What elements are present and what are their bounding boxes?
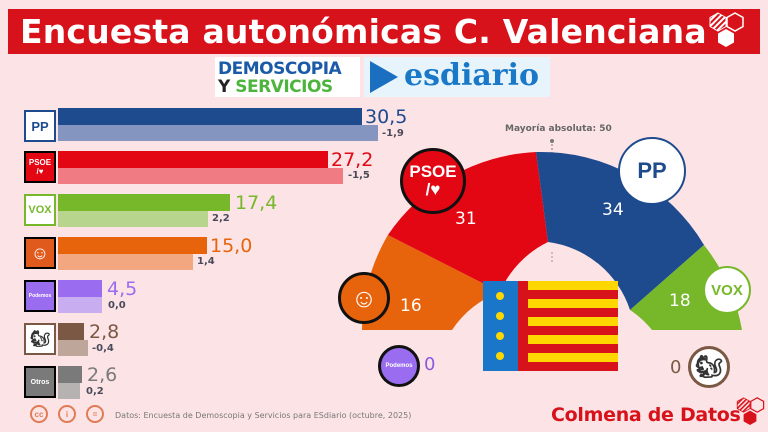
- bar-value: 30,5: [365, 106, 408, 128]
- brand-name: Colmena de Datos: [551, 404, 741, 426]
- pp-logo-icon: PP: [24, 110, 56, 142]
- page-title: Encuesta autonómicas C. Valenciana: [20, 12, 707, 51]
- bar-value: 4,5: [107, 278, 138, 300]
- seat-arc-compromis: [362, 235, 500, 330]
- squirrel-logo-icon: 🐿: [24, 323, 56, 355]
- play-arrow-icon: [370, 61, 398, 93]
- otros-logo-icon: Otros: [24, 366, 56, 398]
- title-bar: Encuesta autonómicas C. Valenciana: [8, 9, 760, 54]
- pp-badge-icon: PP: [618, 137, 686, 205]
- bar-diff: -1,5: [348, 170, 370, 181]
- compromis-logo-icon: ☺: [24, 237, 56, 269]
- hexagon-logo-icon: [709, 12, 744, 47]
- bar-value: 2,8: [89, 321, 120, 343]
- seat-arc-psoe: [387, 152, 548, 292]
- compromis-badge-icon: ☺: [338, 272, 390, 324]
- seats-compromis: 16: [400, 296, 422, 316]
- bar-diff: 2,2: [212, 213, 230, 224]
- seat-arc-pp: [536, 151, 704, 310]
- bar-previous: [58, 254, 193, 270]
- seats-pp: 34: [602, 200, 624, 220]
- esdiario-logo: esdiario: [364, 57, 550, 97]
- bar-previous: [58, 340, 88, 356]
- vox-logo-icon: VOX: [24, 194, 56, 226]
- seats-esquerra-unida: 0: [670, 357, 682, 378]
- bar-value: 17,4: [235, 192, 278, 214]
- majority-label: Mayoría absoluta: 50: [505, 124, 612, 134]
- bar-current: [58, 194, 230, 211]
- psoe-logo-icon: PSOE/♥: [24, 151, 56, 183]
- bar-diff: -0,4: [92, 343, 114, 354]
- bar-value: 2,6: [87, 364, 118, 386]
- bar-current: [58, 237, 207, 254]
- valencia-flag-icon: [483, 281, 618, 371]
- bar-diff: -1,9: [382, 128, 404, 139]
- bar-previous: [58, 168, 343, 184]
- bar-current: [58, 151, 328, 168]
- bar-current: [58, 323, 84, 340]
- bar-current: [58, 366, 82, 383]
- squirrel-badge-icon: 🐿: [688, 346, 730, 388]
- vox-badge-icon: VOX: [703, 266, 751, 314]
- seats-podemos: 0: [424, 354, 436, 375]
- bar-current: [58, 108, 362, 125]
- bar-previous: [58, 383, 80, 399]
- by-attribution-icon: i: [58, 405, 76, 423]
- bar-diff: 0,0: [108, 300, 126, 311]
- podemos-logo-icon: Podemos: [24, 280, 56, 312]
- bar-diff: 1,4: [197, 256, 215, 267]
- bar-previous: [58, 211, 208, 227]
- seats-psoe: 31: [455, 209, 477, 229]
- podemos-badge-icon: Podemos: [378, 345, 420, 387]
- brand-hexagon-icon: [736, 397, 765, 425]
- bar-value: 27,2: [331, 149, 374, 171]
- nd-noderivs-icon: =: [86, 405, 104, 423]
- bar-diff: 0,2: [86, 386, 104, 397]
- bar-value: 15,0: [210, 235, 253, 257]
- cc-license-icon: cc: [30, 405, 48, 423]
- psoe-badge-icon: PSOE/♥: [400, 148, 466, 214]
- seats-vox: 18: [669, 291, 691, 311]
- bar-previous: [58, 125, 378, 141]
- bar-previous: [58, 297, 102, 313]
- bar-current: [58, 280, 102, 297]
- source-note: Datos: Encuesta de Demoscopia y Servicio…: [115, 411, 412, 420]
- demoscopia-logo: DEMOSCOPIA Y SERVICIOS: [215, 57, 360, 97]
